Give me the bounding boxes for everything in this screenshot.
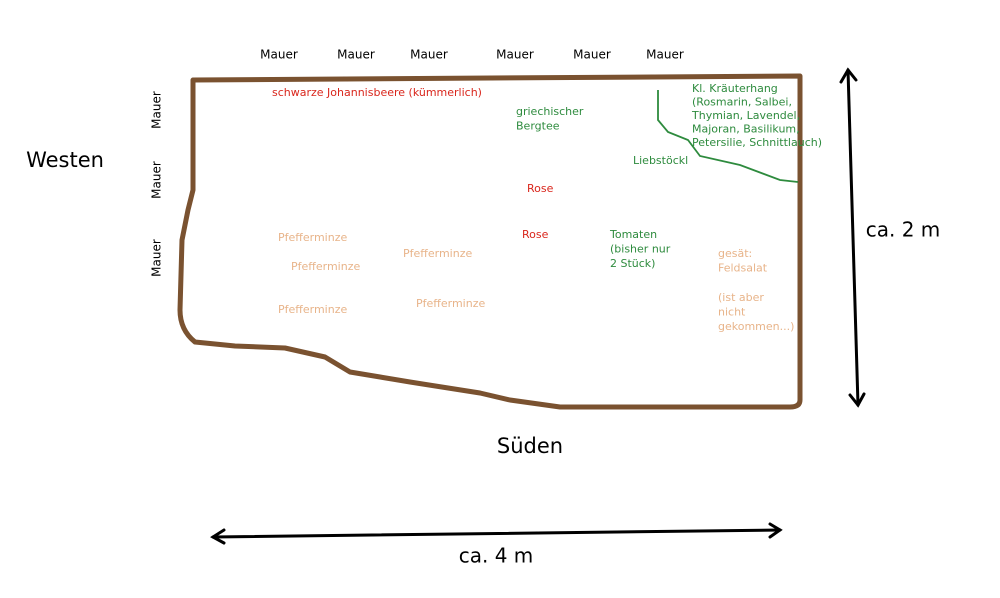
dimension-height: ca. 2 m [866,218,941,242]
wall-label: Mauer [573,48,611,62]
plant-label-line: 2 Stück) [610,257,655,270]
plant-label-line: Tomaten [609,228,657,241]
plant-label-line: (bisher nur [610,243,671,256]
plant-label: Kl. Kräuterhang (Rosmarin, Salbei, Thymian… [691,82,822,149]
plant-label-line: Bergtee [516,120,560,133]
plant-label-line: (Rosmarin, Salbei, [692,96,792,109]
height-arrow [839,67,866,408]
plant-label-line: gesät: [718,247,752,260]
plant-label: schwarze Johannisbeere (kümmerlich) [272,86,482,99]
plant-label: Rose [527,182,554,195]
plant-label: Pfefferminze [278,231,347,244]
direction-south: Süden [497,434,563,458]
dimension-width: ca. 4 m [459,544,534,568]
plant-label-line: Pfefferminze [291,260,360,273]
wall-label: Mauer [150,239,164,277]
plant-label-line: Pfefferminze [403,247,472,260]
plant-label-line: Petersilie, Schnittlauch) [692,136,822,149]
plant-label-line: Feldsalat [718,262,768,275]
plant-label-line: Majoran, Basilikum, [692,123,800,136]
plant-label-line: Pfefferminze [416,297,485,310]
plant-label: Rose [522,228,549,241]
plant-label: griechischer Bergtee [516,105,584,133]
plant-label: Tomaten (bisher nur 2 Stück) [609,228,671,270]
width-arrow [210,522,783,545]
plant-label-line: Rose [522,228,549,241]
wall-label: Mauer [150,91,164,129]
herb-slope-line [657,90,799,183]
plant-label: Liebstöckl [633,154,688,167]
plant-label-line: Pfefferminze [278,231,347,244]
plant-label: Pfefferminze [403,247,472,260]
plant-label-line: griechischer [516,105,584,118]
wall-label: Mauer [337,48,375,62]
plant-label-line: Pfefferminze [278,303,347,316]
plant-label: Pfefferminze [416,297,485,310]
plant-label-line: (ist aber [718,291,764,304]
plant-label-line: Thymian, Lavendel, [691,109,800,122]
direction-west: Westen [26,148,104,172]
plant-label-line: nicht [718,306,746,319]
wall-label: Mauer [646,48,684,62]
wall-label: Mauer [496,48,534,62]
wall-label: Mauer [260,48,298,62]
garden-border [177,73,803,410]
plant-label-line: Rose [527,182,554,195]
plant-label: gesät: Feldsalat [718,247,768,275]
wall-label: Mauer [410,48,448,62]
plant-label: Pfefferminze [291,260,360,273]
plant-label-line: schwarze Johannisbeere (kümmerlich) [272,86,482,99]
plant-label-line: gekommen...) [718,320,794,333]
plant-label: Pfefferminze [278,303,347,316]
plant-label-line: Liebstöckl [633,154,688,167]
wall-label: Mauer [150,161,164,199]
plant-label-line: Kl. Kräuterhang [692,82,778,95]
plant-label: (ist aber nicht gekommen...) [718,291,794,333]
